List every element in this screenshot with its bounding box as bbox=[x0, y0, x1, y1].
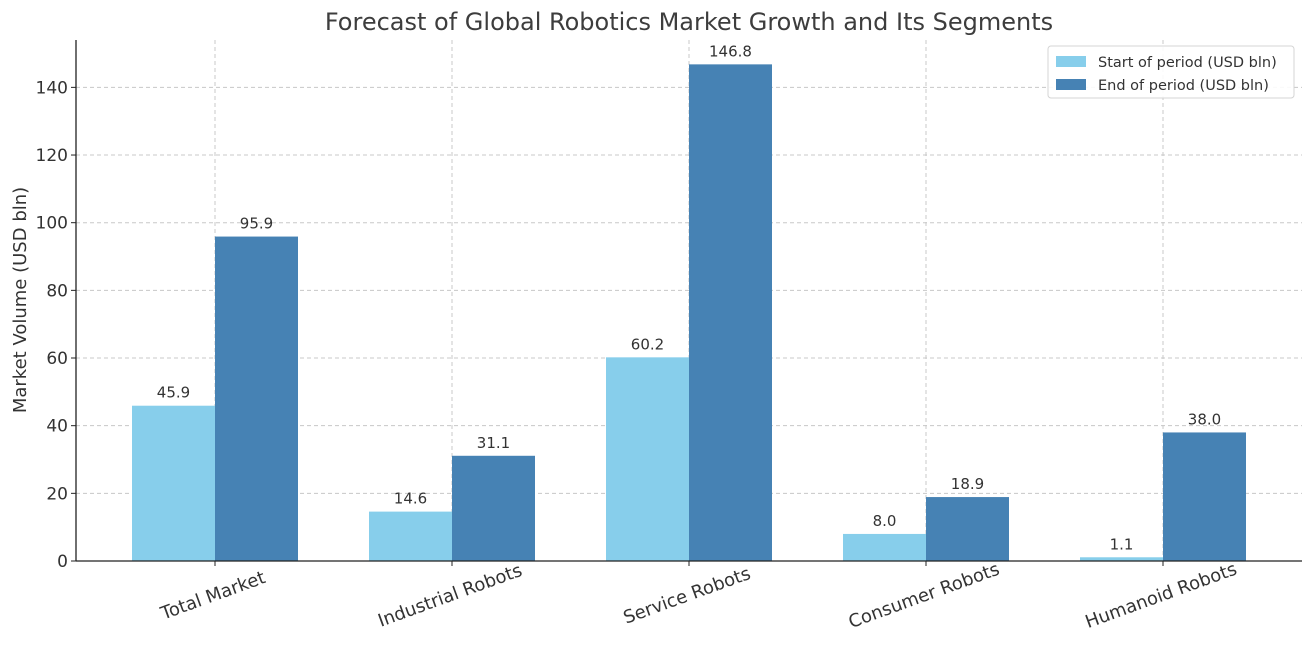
y-tick-label: 20 bbox=[46, 484, 68, 504]
data-label: 38.0 bbox=[1188, 410, 1221, 428]
bar-end bbox=[215, 236, 298, 562]
data-label: 18.9 bbox=[951, 475, 984, 493]
legend-box bbox=[1047, 45, 1295, 99]
data-label: 14.6 bbox=[394, 490, 427, 508]
x-tick-label: Consumer Robots bbox=[846, 559, 1003, 633]
chart-title: Forecast of Global Robotics Market Growt… bbox=[325, 8, 1053, 36]
bar-start bbox=[132, 405, 215, 561]
data-label: 146.8 bbox=[709, 42, 752, 60]
legend-swatch bbox=[1056, 56, 1086, 67]
y-tick-label: 100 bbox=[36, 214, 68, 234]
y-tick-label: 80 bbox=[46, 281, 68, 301]
x-tick-label: Service Robots bbox=[621, 563, 754, 629]
data-label: 45.9 bbox=[157, 384, 190, 402]
x-tick-label: Total Market bbox=[157, 567, 268, 625]
bar-end bbox=[452, 455, 535, 561]
bar-end bbox=[926, 497, 1009, 561]
data-label: 1.1 bbox=[1110, 535, 1134, 553]
data-label: 31.1 bbox=[477, 434, 510, 452]
bar-start bbox=[369, 511, 452, 561]
bar-start bbox=[606, 357, 689, 561]
data-label: 8.0 bbox=[873, 512, 897, 530]
bars bbox=[132, 64, 1246, 562]
y-tick-label: 40 bbox=[46, 417, 68, 437]
y-tick-label: 0 bbox=[57, 552, 68, 572]
bar-start bbox=[843, 533, 926, 561]
x-tick-label: Industrial Robots bbox=[375, 560, 525, 632]
data-labels: 45.9 14.6 60.2 8.0 1.1 95.9 31.1 146.8 18.9 38.0 bbox=[157, 42, 1221, 553]
bar-start bbox=[1080, 557, 1163, 561]
x-tick-label: Humanoid Robots bbox=[1083, 559, 1240, 633]
legend: Start of period (USD bln) End of period (… bbox=[1047, 45, 1295, 99]
data-label: 95.9 bbox=[240, 215, 273, 233]
legend-swatch bbox=[1056, 79, 1086, 90]
y-tick-label: 140 bbox=[36, 78, 68, 98]
y-axis-label: Market Volume (USD bln) bbox=[10, 187, 31, 413]
y-tick-label: 120 bbox=[36, 146, 68, 166]
legend-label: Start of period (USD bln) bbox=[1098, 55, 1277, 71]
legend-label: End of period (USD bln) bbox=[1098, 78, 1269, 94]
bar-end bbox=[689, 64, 772, 561]
data-label: 60.2 bbox=[631, 335, 664, 353]
bar-end bbox=[1163, 432, 1246, 561]
y-tick-label: 60 bbox=[46, 349, 68, 369]
